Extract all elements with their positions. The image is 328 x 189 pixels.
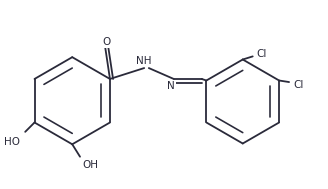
Text: NH: NH [136, 56, 152, 66]
Text: HO: HO [4, 137, 20, 147]
Text: Cl: Cl [293, 80, 304, 90]
Text: N: N [167, 81, 175, 91]
Text: OH: OH [82, 160, 98, 170]
Text: Cl: Cl [257, 49, 267, 59]
Text: O: O [103, 37, 111, 47]
